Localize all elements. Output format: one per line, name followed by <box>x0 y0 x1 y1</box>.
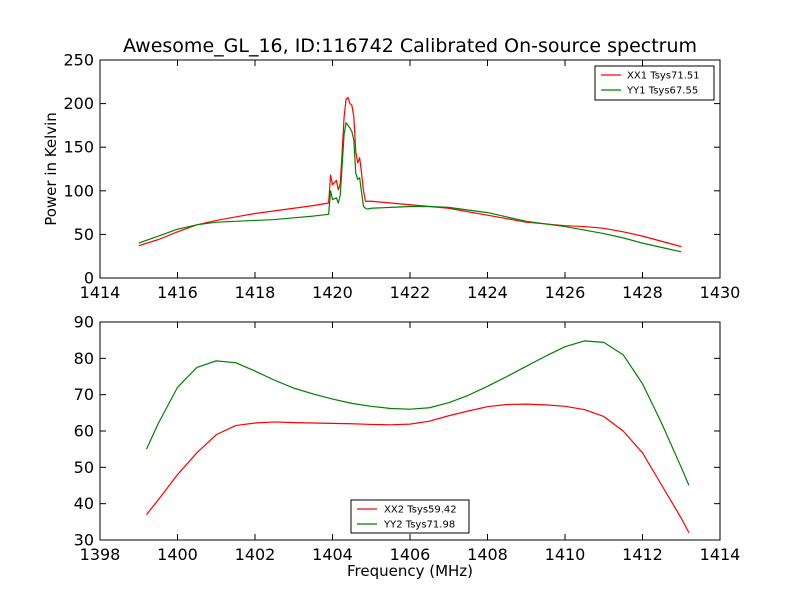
top-legend-label-xx1: XX1 Tsys71.51 <box>627 71 700 82</box>
top-x-tick-label: 1420 <box>312 283 353 302</box>
top-legend-label-yy1: YY1 Tsys67.55 <box>626 86 698 97</box>
top-panel: Awesome_GL_16, ID:116742 Calibrated On-s… <box>42 35 740 302</box>
top-x-ticks: 1414 1416 1418 1420 1422 1424 1426 1428 1430 <box>80 60 741 302</box>
bottom-x-ticks: 1398 1400 1402 1404 1406 1408 1410 1412 1414 <box>80 322 741 564</box>
bottom-y-tick-label: 90 <box>74 313 94 332</box>
bottom-x-tick-label: 1406 <box>390 545 431 564</box>
top-y-tick-label: 100 <box>63 181 94 200</box>
top-y-ticks: 0 50 100 150 200 250 <box>63 51 720 288</box>
top-x-tick-label: 1424 <box>467 283 508 302</box>
top-y-tick-label: 200 <box>63 94 94 113</box>
bottom-x-tick-label: 1410 <box>545 545 586 564</box>
top-x-tick-label: 1414 <box>80 283 121 302</box>
top-x-tick-label: 1426 <box>545 283 586 302</box>
bottom-y-tick-label: 30 <box>74 531 94 550</box>
top-y-tick-label: 250 <box>63 51 94 70</box>
bottom-y-ticks: 30 40 50 60 70 80 90 <box>74 313 720 550</box>
top-y-tick-label: 0 <box>84 269 94 288</box>
bottom-x-tick-label: 1414 <box>700 545 741 564</box>
bottom-x-axis-label: Frequency (MHz) <box>347 562 473 580</box>
bottom-y-tick-label: 60 <box>74 422 94 441</box>
top-x-tick-label: 1418 <box>235 283 276 302</box>
bottom-series-line-2 <box>145 340 690 486</box>
top-chart-title: Awesome_GL_16, ID:116742 Calibrated On-s… <box>123 35 697 57</box>
bottom-x-tick-label: 1400 <box>157 545 198 564</box>
bottom-x-tick-label: 1408 <box>467 545 508 564</box>
bottom-x-tick-label: 1412 <box>622 545 663 564</box>
bottom-legend-box <box>350 499 470 534</box>
top-y-axis-label: Power in Kelvin <box>42 112 60 226</box>
top-y-tick-label: 50 <box>74 225 94 244</box>
bottom-y-tick-label: 40 <box>74 494 94 513</box>
top-legend-box <box>594 65 715 101</box>
top-x-tick-label: 1416 <box>157 283 198 302</box>
bottom-x-tick-label: 1404 <box>312 545 353 564</box>
bottom-panel: 1398 1400 1402 1404 1406 1408 1410 1412 1414 30 4… <box>74 313 741 581</box>
bottom-y-tick-label: 70 <box>74 385 94 404</box>
bottom-x-tick-label: 1398 <box>80 545 121 564</box>
bottom-series-line-1 <box>146 403 690 534</box>
top-y-tick-label: 150 <box>63 138 94 157</box>
bottom-series-group <box>145 340 690 534</box>
top-series-group <box>138 96 682 253</box>
top-series-line-2 <box>138 122 682 253</box>
top-x-tick-label: 1430 <box>700 283 741 302</box>
top-x-tick-label: 1422 <box>390 283 431 302</box>
bottom-x-tick-label: 1402 <box>235 545 276 564</box>
top-legend: XX1 Tsys71.51 YY1 Tsys67.55 <box>594 65 715 101</box>
bottom-y-tick-label: 80 <box>74 349 94 368</box>
bottom-legend-label-yy2: YY2 Tsys71.98 <box>383 520 455 531</box>
bottom-y-tick-label: 50 <box>74 458 94 477</box>
top-x-tick-label: 1428 <box>622 283 663 302</box>
bottom-legend: XX2 Tsys59.42 YY2 Tsys71.98 <box>350 499 470 534</box>
bottom-legend-label-xx2: XX2 Tsys59.42 <box>384 505 457 516</box>
